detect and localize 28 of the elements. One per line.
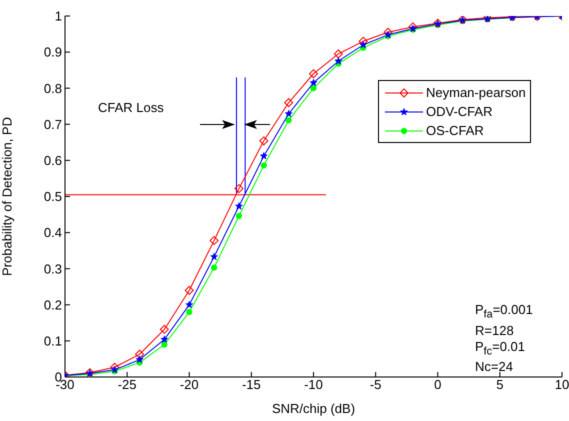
y-tick-label: 0.4 (44, 225, 62, 240)
annotation: CFAR Loss (98, 100, 164, 115)
annotation: R=128 (475, 322, 515, 339)
x-tick-label: -5 (370, 377, 382, 392)
y-tick-label: 0.8 (44, 80, 62, 96)
legend-label: OS-CFAR (426, 122, 484, 140)
annotation: P$_{fa}$=0.001 (475, 302, 533, 323)
y-tick-label: 0.9 (44, 44, 62, 60)
annotation: Nc=24 (475, 359, 514, 376)
legend-label: Neyman-pearson (426, 84, 526, 102)
x-tick-label: -15 (242, 377, 261, 392)
y-tick-label: 0.1 (44, 334, 62, 349)
x-tick-label: 5 (496, 377, 504, 392)
y-tick-label: 0.3 (44, 261, 62, 276)
x-tick-label: 0 (434, 377, 442, 392)
x-tick-label: -25 (118, 377, 137, 392)
y-tick-label: 0.7 (44, 116, 62, 132)
x-tick-label: 10 (554, 377, 569, 392)
annotation: P$_{fc}$=0.01 (475, 338, 526, 360)
y-axis-title: Probability of Detection, PD (0, 117, 15, 276)
y-tick-label: 1 (54, 8, 62, 24)
x-tick-label: -10 (304, 377, 323, 392)
y-tick-label: 0.2 (44, 297, 62, 312)
x-tick-label: -20 (180, 377, 199, 392)
y-tick-label: 0.6 (44, 153, 62, 168)
y-tick-label: 0.5 (44, 189, 62, 204)
legend-label: ODV-CFAR (426, 103, 492, 121)
x-axis-title: SNR/chip (dB) (272, 401, 356, 416)
